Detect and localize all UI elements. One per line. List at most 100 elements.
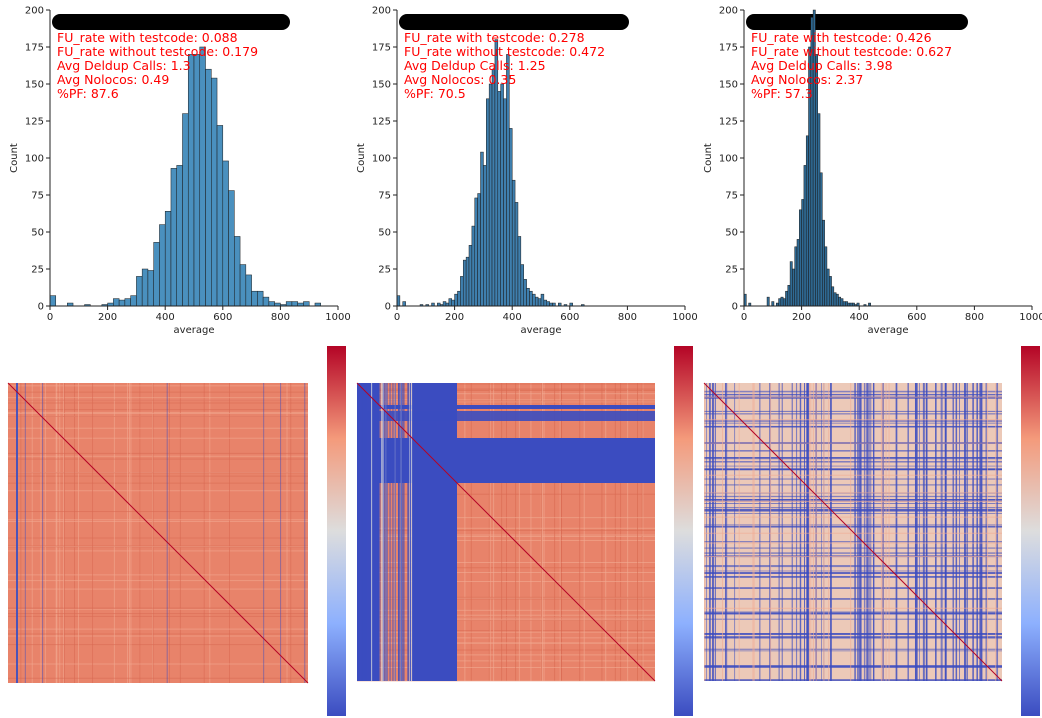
heatmap-stripe xyxy=(815,383,817,681)
x-tick-label: 400 xyxy=(503,312,522,323)
heatmap-stripe xyxy=(704,576,1002,578)
heatmap-stripe xyxy=(357,388,655,390)
heatmap-stripe xyxy=(704,442,1002,444)
heatmap-stripe xyxy=(78,383,79,683)
heatmap-stripe xyxy=(704,566,1002,568)
heatmap-stripe xyxy=(8,615,308,617)
heatmap-stripe xyxy=(8,385,308,387)
heatmap-stripe xyxy=(152,383,154,683)
heatmap-stripe xyxy=(357,654,655,656)
histogram-bar xyxy=(176,165,183,307)
histogram-bar xyxy=(829,276,832,307)
histogram-bar xyxy=(285,301,293,307)
heatmap-stripe xyxy=(850,383,852,681)
heatmap-stripe xyxy=(861,383,862,681)
histogram-bar xyxy=(799,209,802,307)
heatmap-stripe xyxy=(579,383,581,681)
heatmap-stripe xyxy=(8,588,308,590)
heatmap-stripe xyxy=(130,383,132,683)
heatmap-stripe xyxy=(361,383,363,681)
heatmap-stripe xyxy=(166,383,168,683)
heatmap-stripe xyxy=(734,383,736,681)
heatmap-stripe xyxy=(374,383,376,681)
heatmap-stripe xyxy=(704,510,1002,512)
heatmap-stripe xyxy=(357,649,655,651)
histogram-bar xyxy=(462,259,467,307)
histogram-bar xyxy=(796,239,800,307)
heatmap-stripe xyxy=(830,383,832,681)
y-tick-label: 150 xyxy=(719,80,738,91)
heatmap-cells xyxy=(356,382,656,682)
heatmap-stripe xyxy=(357,534,655,536)
heatmap-stripe xyxy=(966,383,968,681)
histogram-bar xyxy=(147,270,154,307)
heatmap-stripe xyxy=(987,383,989,681)
heatmap-stripe xyxy=(357,631,655,633)
heatmap-stripe xyxy=(823,383,825,681)
heatmap-stripe xyxy=(795,383,798,681)
heatmap-stripe xyxy=(704,565,1002,567)
heatmap-stripe xyxy=(63,383,65,683)
x-tick-label: 400 xyxy=(156,312,175,323)
heatmap-stripe xyxy=(725,383,726,681)
heatmap-stripe xyxy=(16,383,18,683)
heatmap-stripe xyxy=(357,383,359,681)
heatmap-stripe xyxy=(704,524,1002,526)
heatmap-stripe xyxy=(704,396,1002,399)
y-tick-label: 0 xyxy=(38,302,44,313)
histogram-bar xyxy=(833,292,837,307)
histogram-bar xyxy=(454,293,458,307)
heatmap-stripe xyxy=(8,402,308,404)
heatmap-stripe xyxy=(923,383,925,681)
heatmap-stripe xyxy=(704,507,1002,509)
heatmap-stripe xyxy=(704,465,1002,467)
histogram-bar xyxy=(262,296,270,307)
heatmap-stripe xyxy=(357,620,655,621)
heatmap-stripe xyxy=(357,596,655,598)
heatmap-stripe xyxy=(357,517,655,519)
heatmap-stripe xyxy=(704,611,1002,613)
heatmap-stripe xyxy=(704,513,1002,514)
histogram-bar xyxy=(817,113,821,307)
heatmap-stripe xyxy=(381,383,383,681)
heatmap-stripe xyxy=(885,383,887,681)
heatmap-stripe xyxy=(357,539,655,541)
x-tick-label: 800 xyxy=(965,312,984,323)
heatmap-stripe xyxy=(895,383,898,681)
heatmap-stripe xyxy=(642,383,644,681)
histogram-panel-1: 0 25 50 75 100 125 150 175 200 0 200 400 600 800 1000… xyxy=(9,6,351,337)
heatmap-stripe xyxy=(704,542,1002,544)
y-tick-label: 75 xyxy=(378,191,391,202)
heatmap-stripe xyxy=(378,383,380,681)
heatmap-stripe xyxy=(859,383,861,681)
histogram-bar xyxy=(468,245,473,307)
stat-avg-deldup-calls: Avg Deldup Calls: 1.3 xyxy=(57,58,191,73)
histogram-bar xyxy=(460,276,464,307)
heatmap-stripe xyxy=(408,383,410,681)
heatmap-stripe xyxy=(398,383,399,681)
heatmap-stripe xyxy=(410,383,412,681)
heatmap-stripe xyxy=(583,383,585,681)
heatmap-stripe xyxy=(304,383,306,683)
heatmap-stripe xyxy=(501,383,503,681)
heatmap-stripe xyxy=(980,383,982,681)
heatmap-stripe xyxy=(704,666,1002,668)
x-tick-label: 1000 xyxy=(325,312,350,323)
y-tick-label: 200 xyxy=(25,6,44,17)
heatmap-stripe xyxy=(940,383,942,681)
heatmap-stripe xyxy=(40,383,42,683)
heatmap-stripe xyxy=(704,495,1002,498)
heatmap-stripe xyxy=(8,411,308,413)
heatmap-stripe xyxy=(828,383,830,681)
heatmap-stripe xyxy=(286,383,288,683)
heatmap-stripe xyxy=(704,532,1002,534)
heatmap-stripe xyxy=(365,383,367,681)
histogram-bar xyxy=(831,286,835,307)
histogram-bar xyxy=(483,165,487,307)
heatmap-stripe xyxy=(972,383,974,681)
histogram-bar xyxy=(118,299,126,307)
heatmap-stripe xyxy=(412,383,457,681)
heatmap-stripe xyxy=(389,383,391,681)
histogram-bar xyxy=(840,298,844,307)
